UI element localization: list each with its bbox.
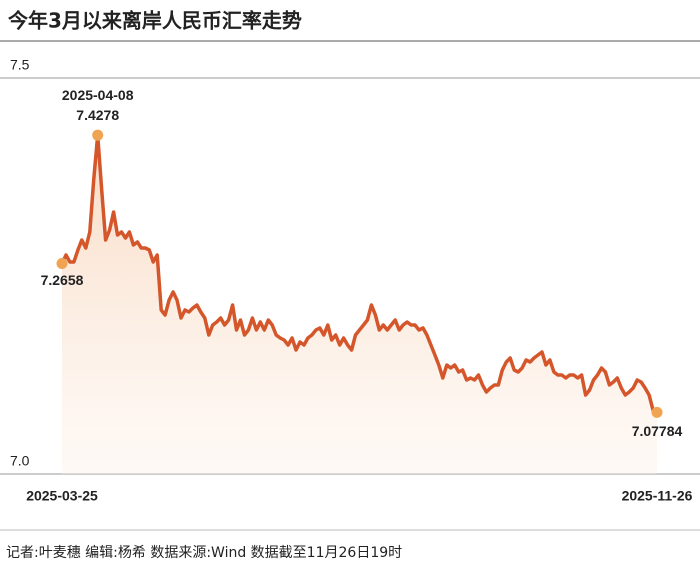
line xyxy=(60,133,658,414)
chart-title: 今年3月以来离岸人民币汇率走势 xyxy=(8,9,302,33)
point-marker xyxy=(56,257,68,269)
point-marker xyxy=(651,406,663,418)
area xyxy=(62,135,657,474)
value-label: 7.07784 xyxy=(632,423,683,439)
x-tick-label: 2025-03-25 xyxy=(26,488,98,504)
y-tick-label: 7.5 xyxy=(10,57,30,73)
y-tick-label: 7.0 xyxy=(10,453,30,469)
footer: 记者:叶麦穗 编辑:杨希 数据来源:Wind 数据截至11月26日19时 xyxy=(6,545,402,561)
annotation-date: 2025-04-08 xyxy=(62,87,134,103)
x-tick-label: 2025-11-26 xyxy=(622,488,693,504)
value-label: 7.4278 xyxy=(76,107,119,123)
value-label: 7.2658 xyxy=(41,272,84,288)
point-marker xyxy=(92,129,104,141)
